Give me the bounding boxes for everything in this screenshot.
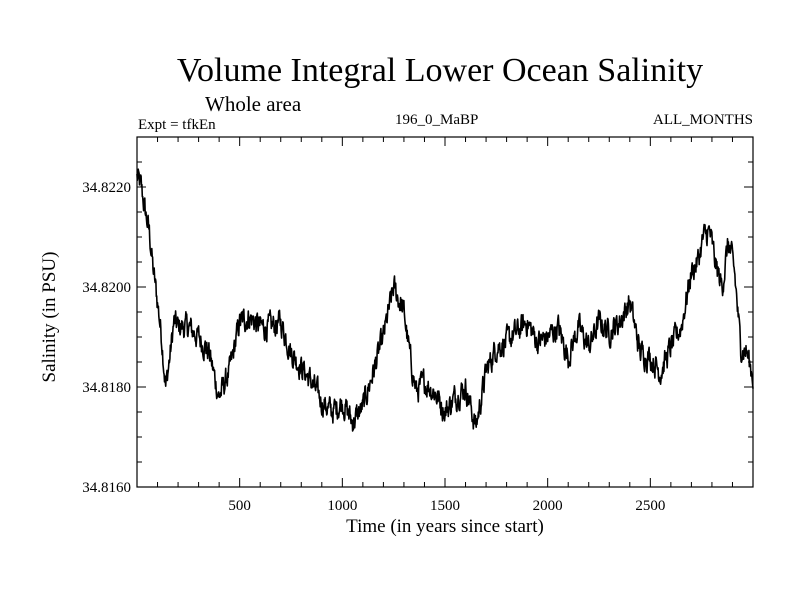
x-tick-label: 2500 (635, 498, 665, 514)
x-axis-label: Time (in years since start) (346, 516, 544, 537)
x-tick-label: 1500 (430, 498, 460, 514)
experiment-note: Expt = tfkEn (138, 117, 216, 133)
months-note: ALL_MONTHS (653, 112, 753, 128)
y-tick-label: 34.8200 (82, 280, 131, 296)
x-tick-label: 500 (228, 498, 251, 514)
chart-title: Volume Integral Lower Ocean Salinity (176, 52, 704, 89)
y-tick-label: 34.8160 (82, 480, 131, 496)
x-tick-label: 1000 (327, 498, 357, 514)
y-tick-label: 34.8220 (82, 180, 131, 196)
chart-subtitle: Whole area (205, 92, 302, 116)
plot-frame (136, 136, 754, 488)
run-id-note: 196_0_MaBP (395, 112, 479, 128)
y-tick-label: 34.8180 (82, 380, 131, 396)
x-tick-label: 2000 (533, 498, 563, 514)
salinity-series-line (136, 168, 754, 432)
